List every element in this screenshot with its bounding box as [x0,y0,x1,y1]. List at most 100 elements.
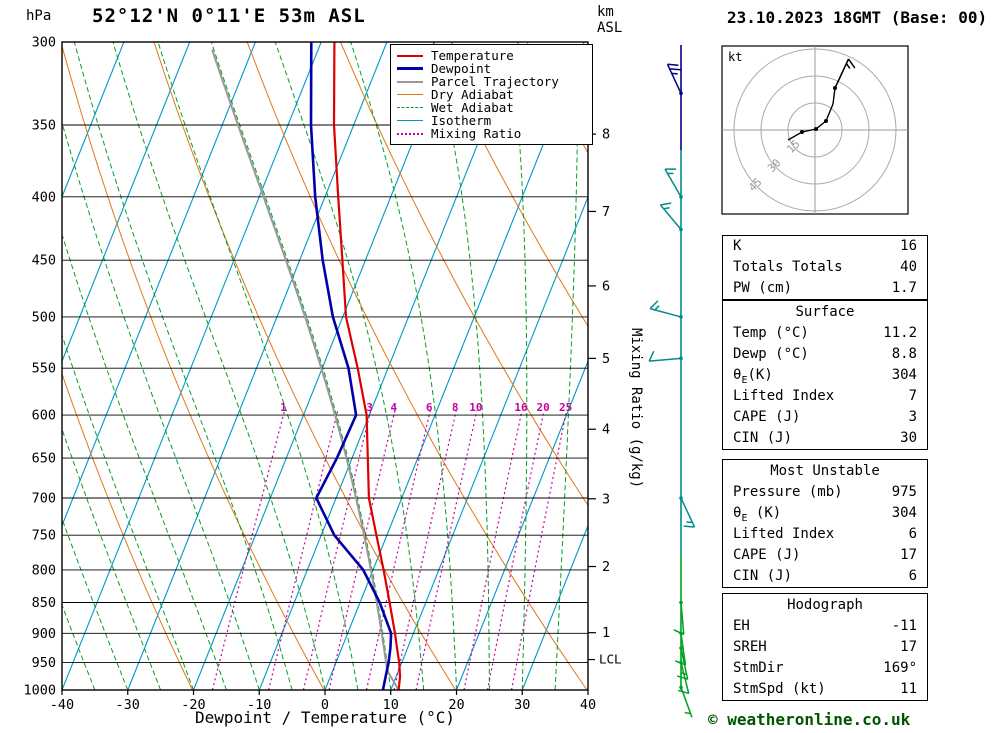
stats-box-title: Surface [795,304,855,320]
svg-text:-20: -20 [181,697,205,713]
legend-item: Isotherm [397,114,586,127]
svg-text:6: 6 [426,401,433,414]
stat-row: Pressure (mb) 975 [723,482,927,503]
stat-label: StmDir [733,660,784,676]
chart-datetime: 23.10.2023 18GMT (Base: 00) [727,8,988,27]
svg-text:16: 16 [514,401,528,414]
stat-value: 11.2 [883,325,917,341]
stat-label: PW (cm) [733,280,793,296]
stat-value: 17 [900,547,917,563]
svg-text:8: 8 [602,127,610,143]
legend-item-label: Wet Adiabat [431,100,514,115]
legend-line-sample [397,132,423,135]
svg-text:20: 20 [536,401,549,414]
stat-label: Lifted Index [733,388,835,404]
stat-row: Lifted Index 7 [723,386,927,407]
svg-text:-10: -10 [247,697,271,713]
legend-item-label: Parcel Trajectory [431,74,559,89]
stat-value: 6 [908,526,917,542]
svg-text:500: 500 [32,309,56,325]
stat-row: Dewp (°C) 8.8 [723,344,927,365]
stat-label: CIN (J) [733,430,793,446]
svg-text:40: 40 [580,697,596,713]
stat-row: θE(K) 304 [723,365,927,386]
stat-row: SREH 17 [723,637,927,658]
asl-label: ASL [597,20,623,36]
copyright: © weatheronline.co.uk [708,710,911,729]
stat-value: 40 [900,259,917,275]
svg-text:450: 450 [32,253,56,269]
legend-line-sample [397,107,423,108]
legend-item-label: Dewpoint [431,61,492,76]
stat-row: CAPE (J) 17 [723,545,927,566]
svg-text:4: 4 [602,422,610,438]
stats-box-title: Hodograph [787,597,863,613]
stat-value: 1.7 [891,280,917,296]
svg-text:300: 300 [32,35,56,51]
mixing-ratio-lines [211,410,568,690]
pressure-axis-unit: hPa [26,8,52,24]
svg-text:-40: -40 [50,697,74,713]
stat-value: 16 [900,238,917,254]
stat-value: 169° [883,660,917,676]
pressure-tick-labels: 300 350 400 450 500 550 600 650 700 750 800 850 900 9… [23,35,56,699]
legend-item: Dry Adiabat [397,88,586,101]
legend-line-sample [397,54,423,57]
svg-text:6: 6 [602,278,610,294]
svg-text:950: 950 [32,655,56,671]
legend-item: Wet Adiabat [397,101,586,114]
stat-value: 304 [891,505,917,521]
height-axis-unit: km ASL [597,4,622,36]
stat-row: PW (cm) 1.7 [723,278,927,299]
stat-label: Pressure (mb) [733,484,843,500]
stat-value: 6 [908,568,917,584]
stat-value: 975 [891,484,917,500]
legend-line-sample [397,94,423,95]
svg-text:850: 850 [32,595,56,611]
legend-item: Mixing Ratio [397,127,586,140]
hodograph-unit-label: kt [728,50,743,64]
legend-item: Parcel Trajectory [397,75,586,88]
svg-text:1: 1 [280,401,287,414]
stat-value: 3 [908,409,917,425]
legend-item-label: Mixing Ratio [431,126,522,141]
svg-text:LCL: LCL [599,652,622,667]
mixing-ratio-axis-label: Mixing Ratio (g/kg) [628,328,644,489]
stat-row: θE (K) 304 [723,503,927,524]
svg-text:10: 10 [469,401,482,414]
stat-value: -11 [891,618,917,634]
legend-line-sample [397,80,423,83]
svg-text:20: 20 [448,697,464,713]
stat-value: 17 [900,639,917,655]
svg-text:0: 0 [321,697,329,713]
stats-box-most-unstable: Most Unstable Pressure (mb) 975 θE (K) 304 Li… [722,459,928,588]
legend-item-label: Dry Adiabat [431,87,514,102]
svg-text:900: 900 [32,626,56,642]
svg-text:600: 600 [32,408,56,424]
stat-value: 8.8 [891,346,917,362]
stat-row: CAPE (J) 3 [723,407,927,428]
stat-value: 7 [908,388,917,404]
svg-text:1000: 1000 [23,683,56,699]
stat-row: EH -11 [723,616,927,637]
svg-text:10: 10 [383,697,399,713]
legend-item-label: Temperature [431,48,514,63]
stat-label: Temp (°C) [733,325,809,341]
stat-row: Lifted Index 6 [723,524,927,545]
svg-text:1: 1 [602,625,610,641]
svg-text:25: 25 [559,401,572,414]
stat-label: CIN (J) [733,568,793,584]
stat-value: 11 [900,681,917,697]
legend-line-sample [397,120,423,121]
stat-label: θE(K) [733,367,773,386]
legend-item: Temperature [397,49,586,62]
svg-text:7: 7 [602,204,610,220]
stat-label: CAPE (J) [733,409,801,425]
stat-label: EH [733,618,750,634]
stat-label: SREH [733,639,767,655]
stat-row: Temp (°C) 11.2 [723,323,927,344]
stat-value: 30 [900,430,917,446]
parcel-curve [211,49,400,690]
